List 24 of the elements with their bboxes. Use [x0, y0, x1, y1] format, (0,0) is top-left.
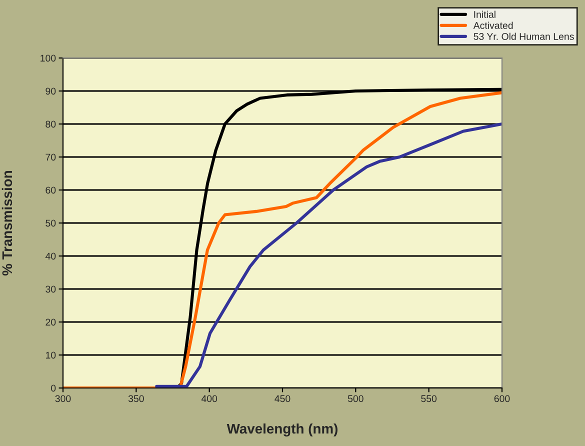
- x-tick-label: 600: [494, 395, 510, 402]
- x-axis-title: Wavelength (nm): [226, 423, 338, 436]
- y-tick-label: 10: [46, 352, 56, 359]
- legend-label: Initial: [474, 10, 496, 18]
- x-tick-label: 500: [348, 395, 364, 402]
- x-tick-label: 400: [201, 395, 218, 402]
- x-tick-label: 550: [421, 395, 437, 402]
- line-series: [155, 122, 502, 388]
- y-tick-label: 70: [46, 154, 56, 161]
- x-tick-label: 450: [274, 395, 290, 402]
- y-tick-label: 20: [46, 318, 56, 326]
- y-tick-label: 30: [46, 286, 56, 293]
- legend-label: 53 Yr. Old Human Lens: [474, 32, 574, 40]
- legend-label: Activated: [473, 22, 513, 29]
- y-tick-label: 40: [45, 252, 56, 260]
- y-tick-label: 80: [46, 120, 56, 128]
- y-axis-title: % Transmission: [2, 170, 12, 276]
- y-tick-label: 60: [46, 186, 56, 194]
- y-tick-label: 0: [51, 384, 56, 392]
- y-tick-label: 90: [46, 88, 56, 95]
- x-tick-label: 350: [128, 395, 144, 402]
- y-tick-label: 100: [40, 54, 56, 62]
- y-tick-label: 50: [46, 220, 56, 227]
- x-tick-label: 300: [55, 395, 71, 402]
